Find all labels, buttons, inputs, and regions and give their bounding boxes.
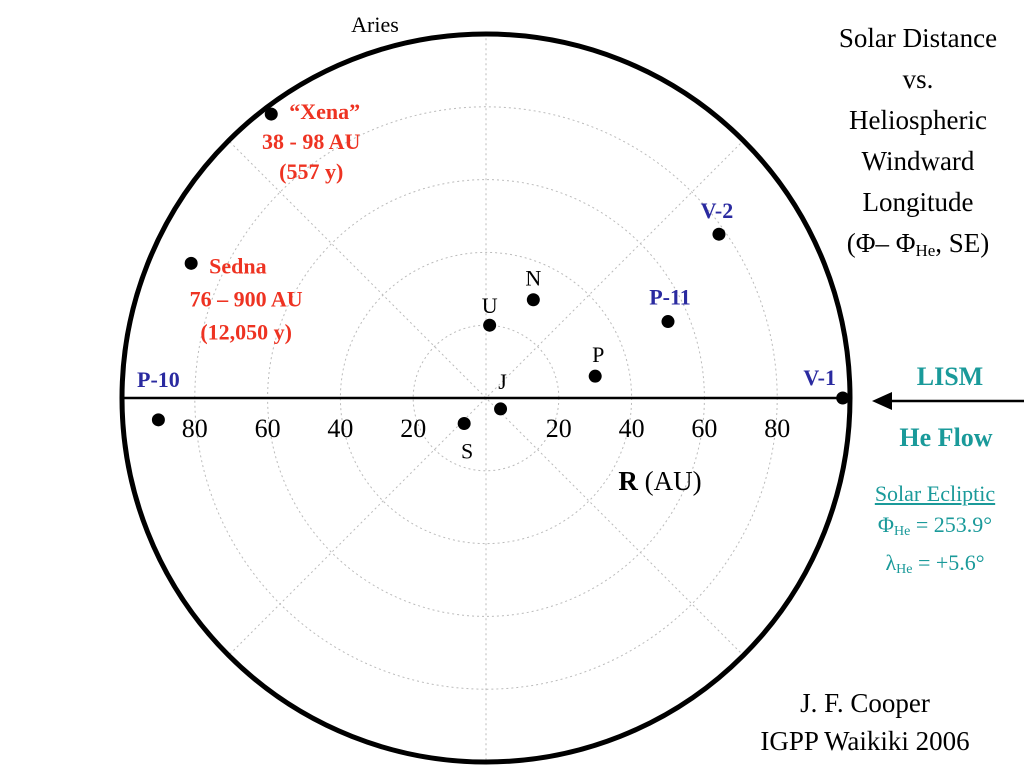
title-formula: (Φ– ΦHe, SE) [808, 223, 1024, 271]
point-j: J [494, 369, 507, 416]
point-marker [588, 369, 602, 383]
point-label: (12,050 y) [200, 319, 292, 344]
lambda-subscript: He [896, 562, 913, 577]
point-marker [836, 391, 850, 405]
title-line: Longitude [862, 187, 974, 217]
formula-subscript: He [915, 241, 936, 260]
data-points: “Xena” 38 - 98 AU (557 y) Sedna 76 – 900 AU (… [137, 99, 850, 463]
point-v1: V-1 [803, 365, 850, 405]
top-label-aries: Aries [351, 12, 399, 37]
point-marker [483, 318, 497, 332]
lambda-symbol: λ [885, 550, 897, 575]
point-label: 76 – 900 AU [190, 286, 303, 311]
lambda-line: λHe = +5.6° [840, 547, 1024, 585]
tick-label: 40 [327, 414, 353, 443]
point-v2: V-2 [701, 198, 734, 241]
point-marker [184, 256, 198, 270]
credit-author: J. F. Cooper [800, 688, 930, 718]
phi-line: ΦHe = 253.9° [840, 509, 1024, 547]
point-label: Sedna [209, 253, 266, 278]
credit-venue: IGPP Waikiki 2006 [760, 726, 970, 756]
point-marker [712, 227, 726, 241]
point-label: P-11 [649, 285, 691, 310]
point-n: N [525, 266, 541, 307]
tick-labels: 80 60 40 20 20 40 60 80 [182, 414, 790, 443]
point-label: 38 - 98 AU [262, 129, 361, 154]
point-label: P [592, 342, 604, 367]
point-marker [457, 416, 471, 430]
tick-label: 40 [619, 414, 645, 443]
point-label: “Xena” [289, 99, 360, 124]
tick-label: 80 [182, 414, 208, 443]
point-u: U [482, 293, 498, 332]
point-label: J [498, 369, 507, 394]
point-marker [526, 293, 540, 307]
point-label: U [482, 293, 498, 318]
x-axis-label: R (AU) [618, 466, 701, 496]
point-label: V-1 [803, 365, 836, 390]
point-s: S [457, 416, 473, 463]
point-marker [494, 402, 508, 416]
point-p11: P-11 [649, 285, 691, 329]
tick-label: 80 [764, 414, 790, 443]
point-marker [264, 107, 278, 121]
ecliptic-header: Solar Ecliptic [874, 481, 996, 506]
point-label: V-2 [701, 198, 734, 223]
point-p: P [588, 342, 604, 383]
point-label: S [461, 438, 473, 463]
formula-open: (Φ– Φ [846, 228, 916, 258]
flow-arrow-head [872, 392, 892, 410]
point-xena: “Xena” 38 - 98 AU (557 y) [262, 99, 361, 184]
tick-label: 60 [691, 414, 717, 443]
point-label: P-10 [137, 367, 180, 392]
title-line: vs. [902, 64, 934, 94]
phi-value: = 253.9° [910, 512, 993, 537]
lism-label: LISM [916, 362, 984, 391]
point-label: N [525, 266, 541, 291]
tick-label: 20 [400, 414, 426, 443]
point-p10: P-10 [137, 367, 180, 427]
tick-label: 20 [546, 414, 572, 443]
tick-label: 60 [255, 414, 281, 443]
point-label: (557 y) [279, 159, 343, 184]
title-line: Heliospheric [849, 105, 987, 135]
credit: J. F. Cooper IGPP Waikiki 2006 [720, 684, 1010, 760]
he-flow-label: He Flow [899, 423, 993, 452]
title-line: Solar Distance [838, 23, 998, 53]
point-marker [661, 315, 675, 329]
solar-ecliptic-box: Solar Ecliptic ΦHe = 253.9° λHe = +5.6° [840, 478, 1024, 585]
title-line: Windward [861, 146, 975, 176]
phi-subscript: He [894, 524, 911, 539]
phi-symbol: Φ [877, 512, 895, 537]
point-sedna: Sedna 76 – 900 AU (12,050 y) [184, 253, 303, 344]
formula-close: , SE) [935, 228, 990, 258]
lambda-value: = +5.6° [912, 550, 985, 575]
chart-title: Solar Distance vs. Heliospheric Windward… [808, 18, 1024, 271]
point-marker [151, 413, 165, 427]
